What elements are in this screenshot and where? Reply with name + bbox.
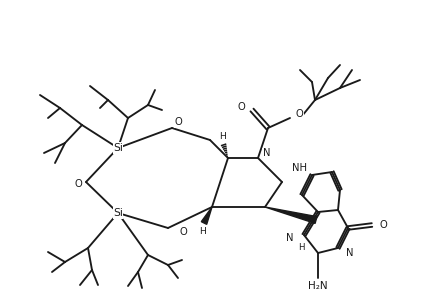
Text: H: H [298,242,304,252]
Text: H: H [220,132,226,140]
Text: N: N [286,233,294,243]
Text: NH: NH [292,163,307,173]
Text: O: O [296,109,304,119]
Text: H: H [199,226,206,236]
Text: O: O [237,102,245,112]
Text: H₂N: H₂N [308,281,328,291]
Text: Si: Si [113,143,123,153]
Text: N: N [346,248,354,258]
Polygon shape [265,207,317,223]
Text: O: O [380,220,388,230]
Polygon shape [201,207,212,224]
Text: O: O [175,117,183,127]
Text: O: O [180,227,188,237]
Text: Si: Si [113,208,123,218]
Text: O: O [74,179,82,189]
Text: N: N [263,148,270,158]
